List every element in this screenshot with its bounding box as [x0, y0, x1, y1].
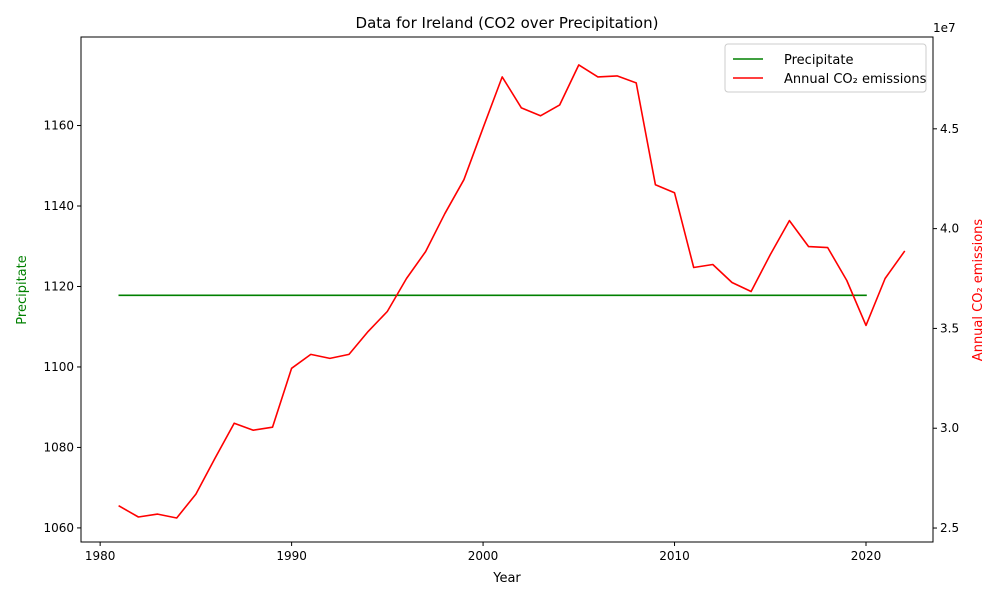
- right-y-tick-label: 3.5: [940, 321, 959, 335]
- x-tick-label: 2020: [851, 549, 882, 563]
- left-y-axis-ticks: 1060 1080 1100 1120 1140 1160: [43, 119, 81, 535]
- left-y-tick-label: 1140: [43, 199, 74, 213]
- right-y-axis-offset-text: 1e7: [933, 21, 956, 35]
- left-y-tick-label: 1160: [43, 119, 74, 133]
- left-y-tick-label: 1060: [43, 521, 74, 535]
- right-y-axis-label: Annual CO₂ emissions: [971, 219, 986, 362]
- right-y-tick-label: 4.5: [940, 122, 959, 136]
- legend-label-co2: Annual CO₂ emissions: [784, 72, 927, 87]
- legend-label-precipitate: Precipitate: [784, 53, 853, 68]
- x-axis-label: Year: [492, 571, 521, 586]
- left-y-tick-label: 1100: [43, 360, 74, 374]
- legend: Precipitate Annual CO₂ emissions: [724, 43, 927, 93]
- x-tick-label: 2010: [659, 549, 690, 563]
- right-y-tick-label: 2.5: [940, 521, 959, 535]
- series-layer: [118, 64, 906, 519]
- legend-box: [724, 43, 927, 93]
- right-y-tick-label: 3.0: [940, 421, 959, 435]
- left-y-axis-label: Precipitate: [15, 255, 30, 324]
- left-y-tick-label: 1120: [43, 279, 74, 293]
- chart-title: Data for Ireland (CO2 over Precipitation…: [356, 14, 659, 32]
- x-axis-ticks: 1980 1990 2000 2010 2020: [85, 542, 881, 563]
- x-tick-label: 1990: [276, 549, 307, 563]
- right-y-tick-label: 4.0: [940, 222, 959, 236]
- plot-area-frame: [80, 36, 934, 543]
- series-line-co2-emissions: [118, 64, 906, 519]
- left-y-tick-label: 1080: [43, 440, 74, 454]
- x-tick-label: 2000: [468, 549, 499, 563]
- right-y-axis-ticks: 2.5 3.0 3.5 4.0 4.5: [933, 122, 959, 535]
- x-tick-label: 1980: [85, 549, 116, 563]
